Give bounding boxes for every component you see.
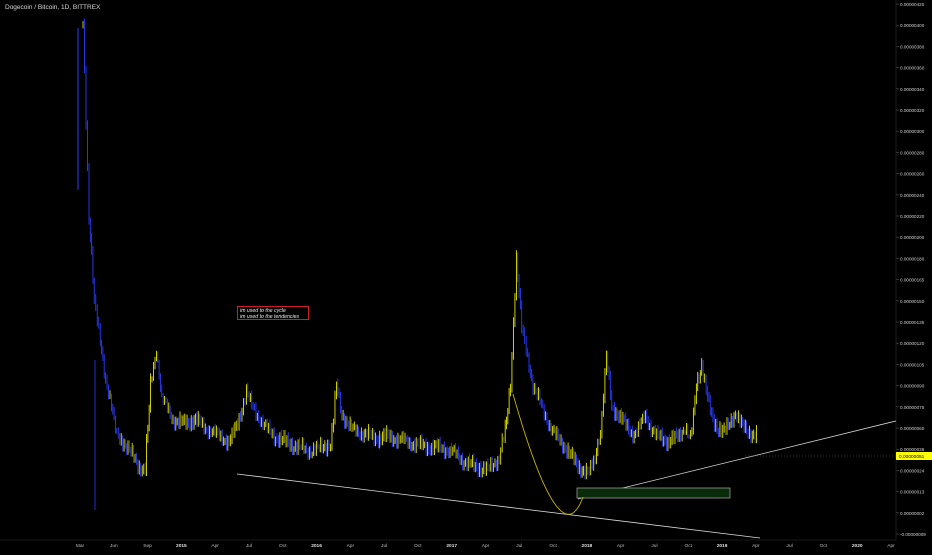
y-tick-label: 0.00000105 bbox=[900, 362, 925, 367]
y-tick-label: 0.00000260 bbox=[900, 172, 925, 177]
y-tick-label: 0.00000024 bbox=[900, 468, 925, 473]
y-tick-label: 0.00000002 bbox=[900, 511, 925, 516]
y-tick-label: 0.00000150 bbox=[900, 299, 925, 304]
x-tick-label: 2020 bbox=[852, 543, 863, 549]
x-tick-label: Oct bbox=[685, 543, 693, 549]
y-tick-label: 0.00000135 bbox=[900, 320, 925, 325]
y-tick-label: 0.00000300 bbox=[900, 129, 925, 134]
y-tick-label: 0.00000060 bbox=[900, 426, 925, 431]
x-tick-label: Jul bbox=[381, 543, 387, 549]
x-tick-label: 2017 bbox=[446, 543, 457, 549]
y-tick-label: 0.00000380 bbox=[900, 44, 925, 49]
y-tick-label: 0.00000180 bbox=[900, 256, 925, 261]
y-tick-label: 0.00000120 bbox=[900, 341, 925, 346]
y-tick-label: 0.00000165 bbox=[900, 278, 925, 283]
y-tick-label: 0.00000200 bbox=[900, 235, 925, 240]
y-tick-label: 0.00000036 bbox=[900, 447, 925, 452]
support-zone-box bbox=[576, 487, 731, 499]
y-tick-label: 0.00000420 bbox=[900, 2, 925, 7]
last-price-label: 0.00000051 bbox=[899, 454, 925, 460]
lower-trendline bbox=[236, 473, 761, 539]
x-tick-label: Oct bbox=[414, 543, 422, 549]
y-tick-label: 0.00000090 bbox=[900, 384, 925, 389]
price-series[interactable] bbox=[77, 18, 757, 510]
x-tick-label: Jul bbox=[651, 543, 657, 549]
y-tick-label: 0.00000340 bbox=[900, 87, 925, 92]
y-tick-label: 0.00000360 bbox=[900, 66, 925, 71]
x-tick-label: Apr bbox=[347, 543, 355, 549]
y-tick-label: 0.00000320 bbox=[900, 108, 925, 113]
x-tick-label: Jun bbox=[110, 543, 118, 549]
x-tick-label: 2015 bbox=[176, 543, 187, 549]
x-tick-label: Sep bbox=[143, 543, 152, 549]
x-tick-label: Mar bbox=[76, 543, 85, 549]
x-tick-label: Apr bbox=[752, 543, 760, 549]
annotation-line-2: im used to the tendencies bbox=[240, 314, 300, 320]
y-tick-label: 0.00000280 bbox=[900, 150, 925, 155]
y-tick-label: -0.00000009 bbox=[900, 532, 926, 537]
cycle-curve bbox=[512, 393, 584, 515]
annotation-note[interactable]: im used to the cycle im used to the tend… bbox=[237, 306, 309, 320]
x-tick-label: Oct bbox=[279, 543, 287, 549]
x-tick-label: Apr bbox=[211, 543, 219, 549]
price-axis[interactable]: 0.00000420 0.00000400 0.00000380 0.00000360… bbox=[895, 0, 926, 540]
upper-trendline bbox=[577, 420, 897, 500]
x-tick-label: 2016 bbox=[311, 543, 322, 549]
last-price-bg bbox=[896, 452, 932, 460]
y-tick-label: 0.00000220 bbox=[900, 214, 925, 219]
drawings-layer bbox=[236, 393, 897, 539]
time-axis[interactable]: Mar Jun Sep 2015 Apr Jul Oct 2016 Apr Jul Oct 2017 A… bbox=[0, 539, 896, 549]
y-tick-label: 0.00000240 bbox=[900, 193, 925, 198]
x-tick-label: 2018 bbox=[582, 543, 593, 549]
x-tick-label: Oct bbox=[549, 543, 557, 549]
x-tick-label: Apr bbox=[887, 543, 895, 549]
annotation-line-1: im used to the cycle bbox=[240, 308, 286, 314]
y-tick-label: 0.00000075 bbox=[900, 405, 925, 410]
x-tick-label: Jul bbox=[246, 543, 252, 549]
last-price-tag: 0.00000051 bbox=[745, 452, 932, 460]
x-tick-label: Apr bbox=[482, 543, 490, 549]
x-tick-label: Jul bbox=[516, 543, 522, 549]
x-tick-label: Jul bbox=[787, 543, 793, 549]
x-tick-label: 2019 bbox=[717, 543, 728, 549]
x-tick-label: Oct bbox=[820, 543, 828, 549]
x-tick-label: Apr bbox=[617, 543, 625, 549]
y-tick-label: 0.00000013 bbox=[900, 490, 925, 495]
symbol-title: Dogecoin / Bitcoin, 1D, BITTREX bbox=[5, 4, 101, 11]
y-tick-label: 0.00000400 bbox=[900, 23, 925, 28]
